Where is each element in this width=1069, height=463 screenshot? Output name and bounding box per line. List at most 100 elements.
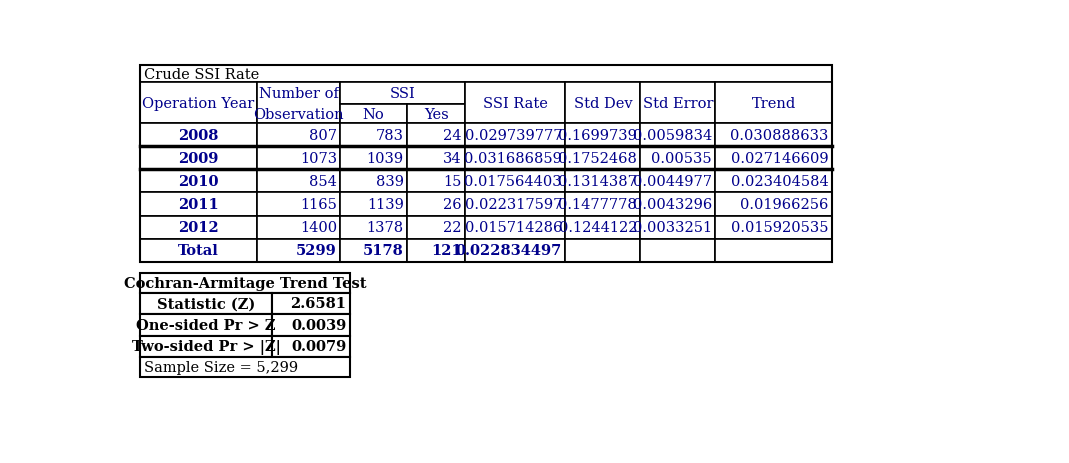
Text: Observation: Observation <box>253 107 344 121</box>
Bar <box>140 336 272 357</box>
Bar <box>566 193 640 216</box>
Bar <box>465 193 566 216</box>
Text: 0.027146609: 0.027146609 <box>731 151 828 165</box>
Bar <box>407 239 465 262</box>
Bar <box>140 239 257 262</box>
Text: Total: Total <box>179 244 219 257</box>
Bar <box>715 147 832 170</box>
Bar <box>140 66 832 262</box>
Bar <box>465 147 566 170</box>
Bar <box>566 216 640 239</box>
Text: 807: 807 <box>309 128 337 143</box>
Text: No: No <box>362 107 385 121</box>
Text: 0.0033251: 0.0033251 <box>633 221 712 235</box>
Text: 0.030888633: 0.030888633 <box>730 128 828 143</box>
Text: 0.1752468: 0.1752468 <box>558 151 637 165</box>
Text: 0.031686859: 0.031686859 <box>464 151 562 165</box>
Bar <box>257 124 340 147</box>
Text: 2012: 2012 <box>179 221 219 235</box>
Bar <box>715 124 832 147</box>
Text: 0.1244122: 0.1244122 <box>558 221 637 235</box>
Text: 0.015714286: 0.015714286 <box>465 221 562 235</box>
Text: 2011: 2011 <box>179 198 219 212</box>
Bar <box>640 193 715 216</box>
Text: 2009: 2009 <box>179 151 219 165</box>
Bar <box>715 193 832 216</box>
Text: Trend: Trend <box>752 96 795 111</box>
Bar <box>465 83 566 124</box>
Bar <box>140 273 350 293</box>
Bar <box>140 147 257 170</box>
Text: 5299: 5299 <box>296 244 337 257</box>
Bar <box>715 216 832 239</box>
Bar <box>340 216 407 239</box>
Bar <box>140 66 832 83</box>
Text: Sample Size = 5,299: Sample Size = 5,299 <box>143 361 297 375</box>
Bar <box>340 147 407 170</box>
Bar <box>640 170 715 193</box>
Bar <box>340 124 407 147</box>
Text: 121: 121 <box>431 244 462 257</box>
Text: SSI Rate: SSI Rate <box>483 96 547 111</box>
Bar <box>340 239 407 262</box>
Text: 1139: 1139 <box>367 198 404 212</box>
Bar <box>640 239 715 262</box>
Text: 0.1699739: 0.1699739 <box>558 128 637 143</box>
Text: Operation Year: Operation Year <box>142 96 254 111</box>
Bar <box>407 170 465 193</box>
Bar <box>140 83 257 124</box>
Bar <box>407 193 465 216</box>
Bar <box>465 216 566 239</box>
Bar <box>272 293 350 314</box>
Bar <box>715 239 832 262</box>
Bar <box>257 239 340 262</box>
Text: 783: 783 <box>375 128 404 143</box>
Bar <box>340 105 407 124</box>
Bar <box>465 124 566 147</box>
Text: 1400: 1400 <box>299 221 337 235</box>
Bar <box>640 83 715 124</box>
Bar <box>566 239 640 262</box>
Text: 0.0043296: 0.0043296 <box>633 198 712 212</box>
Bar <box>272 336 350 357</box>
Text: Crude SSI Rate: Crude SSI Rate <box>143 68 259 81</box>
Bar <box>140 124 257 147</box>
Text: 0.01966256: 0.01966256 <box>741 198 828 212</box>
Text: 0.022317597: 0.022317597 <box>465 198 562 212</box>
Text: 34: 34 <box>444 151 462 165</box>
Bar <box>465 170 566 193</box>
Text: 1073: 1073 <box>299 151 337 165</box>
Text: 0.029739777: 0.029739777 <box>465 128 562 143</box>
Text: 0.0079: 0.0079 <box>291 340 346 354</box>
Bar <box>407 124 465 147</box>
Text: SSI: SSI <box>390 87 416 101</box>
Bar <box>566 83 640 124</box>
Text: Cochran-Armitage Trend Test: Cochran-Armitage Trend Test <box>124 276 366 290</box>
Bar <box>566 170 640 193</box>
Text: 0.0039: 0.0039 <box>291 318 346 332</box>
Text: 15: 15 <box>444 175 462 188</box>
Text: Yes: Yes <box>423 107 449 121</box>
Bar <box>715 83 832 124</box>
Text: Std Dev: Std Dev <box>573 96 632 111</box>
Bar <box>140 170 257 193</box>
Bar <box>566 124 640 147</box>
Text: 839: 839 <box>375 175 404 188</box>
Text: 0.015920535: 0.015920535 <box>731 221 828 235</box>
Bar <box>340 170 407 193</box>
Bar <box>257 83 340 124</box>
Bar <box>640 216 715 239</box>
Text: 1039: 1039 <box>367 151 404 165</box>
Text: 1378: 1378 <box>367 221 404 235</box>
Bar <box>407 147 465 170</box>
Bar <box>465 239 566 262</box>
Bar <box>140 193 257 216</box>
Text: 0.023404584: 0.023404584 <box>731 175 828 188</box>
Bar <box>640 147 715 170</box>
Text: 26: 26 <box>444 198 462 212</box>
Bar <box>272 314 350 336</box>
Text: 0.1314387: 0.1314387 <box>558 175 637 188</box>
Text: Number of: Number of <box>259 87 339 101</box>
Bar <box>257 216 340 239</box>
Bar <box>715 170 832 193</box>
